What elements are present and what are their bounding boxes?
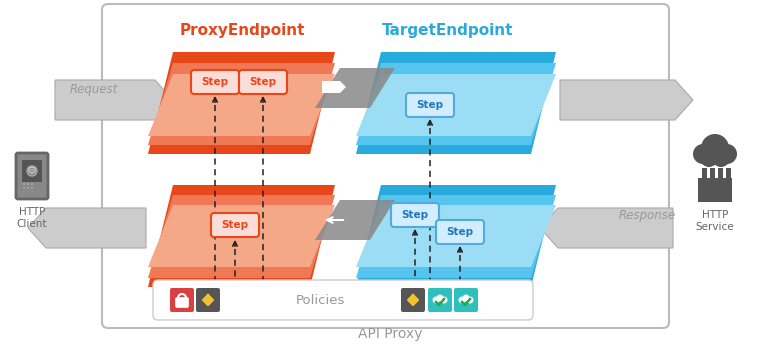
Text: ⚙: ⚙ (27, 166, 37, 176)
Polygon shape (148, 195, 335, 278)
Text: Step: Step (221, 220, 249, 230)
Circle shape (23, 187, 25, 189)
Circle shape (441, 297, 448, 304)
Bar (702, 168, 707, 180)
Text: Step: Step (447, 227, 473, 237)
Circle shape (433, 297, 440, 304)
FancyBboxPatch shape (406, 93, 454, 117)
FancyBboxPatch shape (454, 288, 478, 312)
Text: Response: Response (619, 209, 676, 221)
Circle shape (27, 183, 29, 185)
Text: Step: Step (402, 210, 429, 220)
Polygon shape (408, 295, 418, 305)
Polygon shape (148, 185, 335, 287)
Circle shape (701, 134, 729, 162)
Polygon shape (356, 195, 556, 278)
Polygon shape (203, 295, 213, 305)
Polygon shape (356, 205, 556, 267)
Polygon shape (148, 205, 335, 267)
FancyBboxPatch shape (211, 213, 259, 237)
Bar (698, 178, 732, 202)
FancyBboxPatch shape (401, 288, 425, 312)
FancyBboxPatch shape (170, 288, 194, 312)
Circle shape (437, 294, 444, 301)
Polygon shape (356, 185, 556, 287)
FancyBboxPatch shape (16, 153, 48, 199)
Circle shape (712, 149, 730, 167)
FancyBboxPatch shape (191, 70, 239, 94)
Polygon shape (315, 68, 395, 108)
Text: ProxyEndpoint: ProxyEndpoint (179, 23, 305, 38)
Circle shape (466, 297, 473, 304)
FancyBboxPatch shape (176, 298, 188, 307)
Circle shape (27, 166, 37, 176)
FancyBboxPatch shape (153, 280, 533, 320)
Polygon shape (55, 80, 173, 120)
Polygon shape (356, 63, 556, 145)
FancyBboxPatch shape (196, 288, 220, 312)
Text: Policies: Policies (295, 293, 345, 306)
FancyBboxPatch shape (428, 288, 452, 312)
Polygon shape (28, 208, 146, 248)
Polygon shape (148, 74, 335, 136)
Circle shape (693, 144, 713, 164)
FancyBboxPatch shape (102, 4, 669, 328)
Polygon shape (356, 52, 556, 154)
Circle shape (31, 183, 33, 185)
Text: HTTP
Service: HTTP Service (695, 210, 734, 232)
Circle shape (462, 294, 469, 301)
Polygon shape (560, 80, 693, 120)
Polygon shape (315, 200, 395, 240)
Text: HTTP
Client: HTTP Client (17, 207, 47, 229)
Bar (726, 168, 731, 180)
FancyBboxPatch shape (22, 160, 42, 182)
Text: API Proxy: API Proxy (357, 327, 422, 341)
Circle shape (31, 187, 33, 189)
Polygon shape (540, 208, 673, 248)
Circle shape (717, 144, 737, 164)
Bar (718, 168, 723, 180)
Text: Step: Step (249, 77, 277, 87)
FancyBboxPatch shape (239, 70, 287, 94)
Text: Request: Request (70, 83, 118, 96)
Text: TargetEndpoint: TargetEndpoint (382, 23, 514, 38)
Polygon shape (148, 63, 335, 145)
Text: Step: Step (201, 77, 228, 87)
FancyBboxPatch shape (436, 220, 484, 244)
Circle shape (27, 187, 29, 189)
Polygon shape (356, 74, 556, 136)
Polygon shape (322, 81, 346, 93)
FancyBboxPatch shape (391, 203, 439, 227)
Polygon shape (148, 52, 335, 154)
Circle shape (23, 183, 25, 185)
Circle shape (700, 149, 718, 167)
Bar (710, 168, 715, 180)
Text: Step: Step (416, 100, 444, 110)
Circle shape (458, 297, 465, 304)
